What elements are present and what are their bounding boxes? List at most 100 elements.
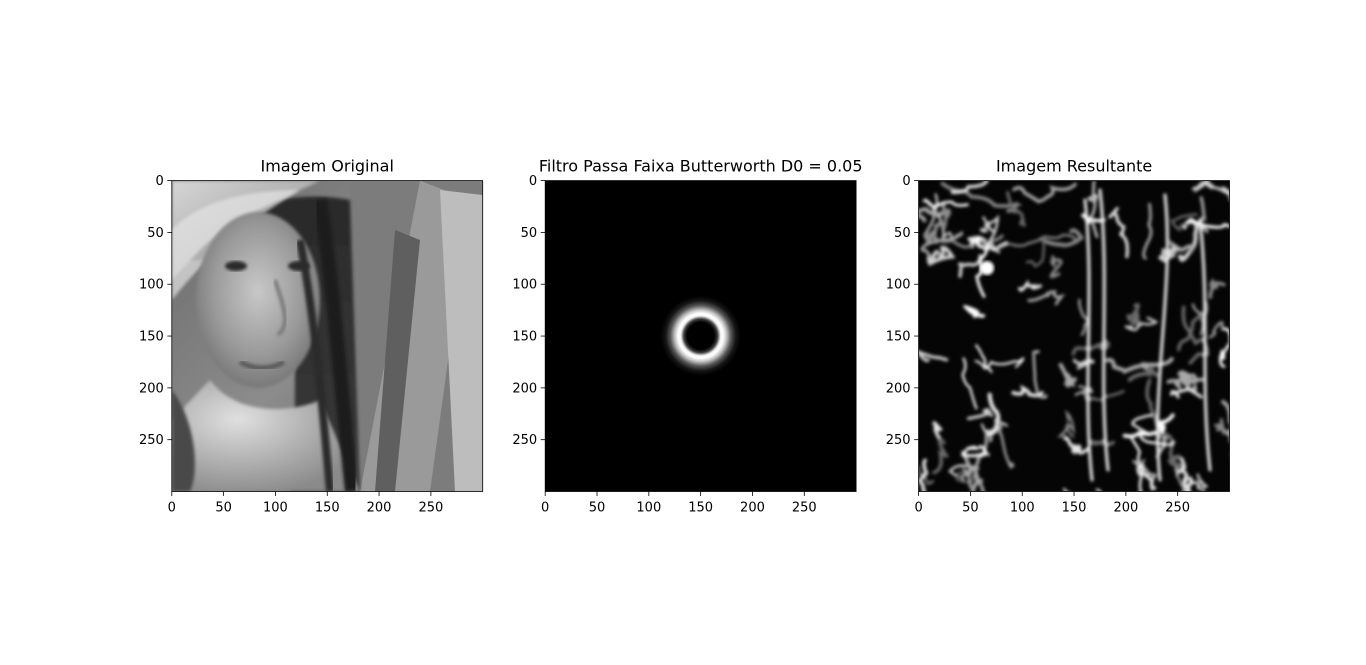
result-title: Imagem Resultante bbox=[996, 157, 1152, 176]
result-contour-line bbox=[918, 458, 929, 492]
y-tick-label: 100 bbox=[512, 278, 537, 293]
result-contour-line bbox=[1186, 476, 1195, 492]
result-contour-line bbox=[918, 207, 951, 223]
result-contour-line bbox=[1208, 321, 1224, 339]
result-y-axis: 0 50 100 150 200 250 bbox=[886, 174, 919, 448]
result-contour-line bbox=[922, 198, 969, 209]
x-tick-label: 200 bbox=[1113, 501, 1138, 516]
filter-x-axis: 0 50 100 150 200 250 bbox=[541, 491, 817, 516]
y-tick-label: 0 bbox=[529, 174, 537, 189]
result-contour-line bbox=[987, 214, 1001, 254]
result-contour-line bbox=[1126, 302, 1140, 327]
y-tick-label: 250 bbox=[512, 433, 537, 448]
original-title: Imagem Original bbox=[261, 157, 394, 176]
result-contour-line bbox=[1175, 457, 1189, 489]
result-contour-line bbox=[1191, 180, 1217, 194]
y-tick-label: 50 bbox=[894, 226, 911, 241]
panel-result: 0 50 100 150 200 250 0 50 100 150 200 250 Imagem R… bbox=[886, 157, 1230, 516]
result-contour-line bbox=[1011, 384, 1044, 398]
result-contour-line bbox=[1074, 385, 1094, 397]
y-tick-label: 100 bbox=[139, 278, 164, 293]
result-contour-line bbox=[1170, 213, 1198, 232]
filter-title: Filtro Passa Faixa Butterworth D0 = 0.05 bbox=[539, 157, 863, 176]
result-contour-line bbox=[1167, 454, 1183, 471]
x-tick-label: 250 bbox=[792, 501, 817, 516]
result-contour-line bbox=[961, 450, 981, 492]
y-tick-label: 50 bbox=[147, 226, 164, 241]
panel-original: 0 50 100 150 200 250 0 50 100 150 200 250 Imagem O… bbox=[139, 157, 484, 516]
result-contour-line bbox=[1025, 235, 1045, 268]
y-tick-label: 200 bbox=[139, 381, 164, 396]
x-tick-label: 100 bbox=[1010, 501, 1035, 516]
result-contour-line bbox=[1156, 193, 1169, 482]
x-tick-label: 200 bbox=[740, 501, 765, 516]
y-tick-label: 100 bbox=[886, 278, 911, 293]
x-tick-label: 250 bbox=[418, 501, 443, 516]
x-tick-label: 0 bbox=[168, 501, 176, 516]
result-contour-line bbox=[1006, 190, 1027, 227]
result-contour-line bbox=[995, 233, 1078, 252]
x-tick-label: 50 bbox=[215, 501, 232, 516]
result-contour-line bbox=[986, 392, 1001, 437]
result-contour-line bbox=[926, 245, 956, 266]
x-tick-label: 150 bbox=[315, 501, 340, 516]
result-contour-line bbox=[1108, 207, 1129, 259]
x-tick-label: 150 bbox=[688, 501, 713, 516]
y-tick-label: 250 bbox=[139, 433, 164, 448]
x-tick-label: 150 bbox=[1062, 501, 1087, 516]
result-contour-line bbox=[1012, 182, 1077, 204]
x-tick-label: 250 bbox=[1165, 501, 1190, 516]
filter-y-axis: 0 50 100 150 200 250 bbox=[512, 174, 546, 448]
result-contour-line bbox=[1078, 298, 1089, 336]
result-image bbox=[918, 180, 1230, 492]
result-contour-line bbox=[1127, 365, 1158, 382]
result-contour-line bbox=[1027, 289, 1066, 306]
result-x-axis: 0 50 100 150 200 250 bbox=[914, 491, 1190, 516]
y-tick-label: 200 bbox=[512, 381, 537, 396]
result-contour-line bbox=[1130, 437, 1145, 492]
result-contour-line bbox=[1058, 362, 1078, 389]
result-contour-line bbox=[918, 465, 935, 485]
result-contour-line bbox=[1081, 213, 1106, 225]
result-contour-line bbox=[932, 436, 949, 475]
y-tick-label: 250 bbox=[886, 433, 911, 448]
result-contour-line bbox=[1049, 255, 1063, 279]
y-tick-label: 150 bbox=[139, 330, 164, 345]
result-contour-line bbox=[1090, 438, 1115, 447]
result-contour-line bbox=[920, 230, 964, 259]
x-tick-label: 50 bbox=[589, 501, 606, 516]
result-contour-line bbox=[1177, 301, 1209, 352]
result-contour-line bbox=[1039, 228, 1085, 248]
result-contour-line bbox=[1057, 409, 1076, 438]
result-contour-line bbox=[1087, 180, 1099, 239]
result-contour-line bbox=[1216, 425, 1230, 436]
result-contour-line bbox=[1208, 277, 1226, 299]
result-contour-line bbox=[950, 180, 989, 195]
result-contour-line bbox=[1098, 188, 1110, 472]
result-contour-line bbox=[958, 254, 982, 278]
original-y-axis: 0 50 100 150 200 250 bbox=[139, 174, 172, 448]
result-contour-line bbox=[932, 421, 944, 441]
original-x-axis: 0 50 100 150 200 250 bbox=[168, 491, 443, 516]
y-tick-label: 150 bbox=[886, 330, 911, 345]
y-tick-label: 150 bbox=[512, 330, 537, 345]
y-tick-label: 0 bbox=[902, 174, 910, 189]
y-tick-label: 0 bbox=[156, 174, 164, 189]
x-tick-label: 50 bbox=[962, 501, 979, 516]
x-tick-label: 0 bbox=[914, 501, 922, 516]
result-contour-line bbox=[1198, 218, 1212, 472]
result-contour-line bbox=[1063, 435, 1091, 456]
result-contour-line bbox=[959, 466, 984, 489]
result-contour-line bbox=[1181, 305, 1210, 365]
result-contour-line bbox=[998, 424, 1015, 469]
result-contour-line bbox=[1145, 378, 1179, 467]
result-contour-line bbox=[955, 470, 978, 485]
result-contour-line bbox=[962, 305, 986, 318]
result-contour-line bbox=[1032, 350, 1048, 399]
result-contour-line bbox=[1166, 370, 1198, 391]
result-contour-line bbox=[1170, 387, 1203, 399]
result-contour-line bbox=[1142, 202, 1153, 260]
result-contour-line bbox=[969, 235, 989, 298]
result-contour-line bbox=[1218, 327, 1230, 368]
